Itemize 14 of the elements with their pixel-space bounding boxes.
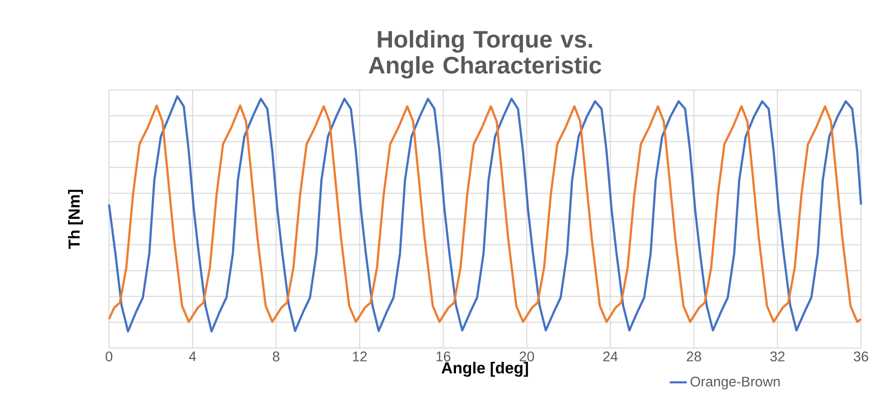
- x-tick-label: 20: [520, 352, 534, 362]
- y-axis-title: Th [Nm]: [68, 190, 83, 249]
- legend-label: Orange-Brown: [690, 376, 780, 390]
- x-tick-label: 24: [603, 352, 618, 362]
- x-tick-label: 12: [352, 352, 367, 362]
- x-tick-label: 4: [188, 352, 196, 362]
- chart-title: Holding Torque vs. Angle Characteristic: [368, 30, 602, 78]
- x-tick-label: 8: [272, 352, 280, 362]
- x-tick-label: 32: [770, 352, 785, 362]
- x-axis-title: Angle [deg]: [442, 362, 528, 377]
- x-tick-label: 0: [106, 352, 112, 362]
- x-tick-label: 36: [854, 352, 868, 362]
- x-tick-label: 28: [686, 352, 702, 362]
- x-tick-label: 16: [436, 352, 450, 362]
